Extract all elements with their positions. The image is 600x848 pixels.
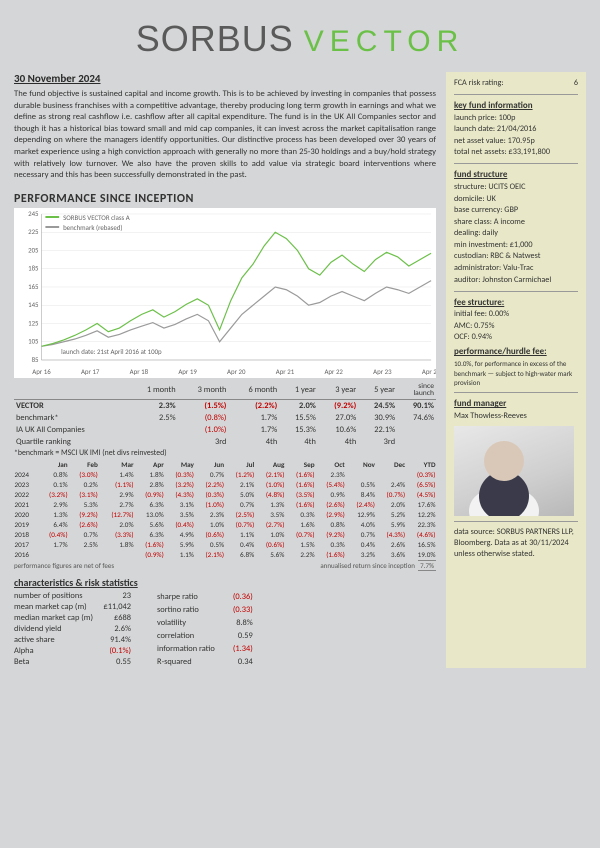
ann-value: 7.7% bbox=[418, 560, 436, 571]
svg-text:SORBUS VECTOR class A: SORBUS VECTOR class A bbox=[63, 213, 130, 222]
svg-text:Apr 23: Apr 23 bbox=[373, 367, 392, 376]
data-source: data source: SORBUS PARTNERS LLP, Bloomb… bbox=[454, 527, 578, 560]
performance-chart: 85 105 125 145 165 185 205 225 245 Apr 16 Apr 17 Ap… bbox=[14, 208, 436, 378]
svg-text:125: 125 bbox=[28, 318, 39, 327]
svg-text:benchmark (rebased): benchmark (rebased) bbox=[63, 223, 122, 232]
sidebar: FCA risk rating:6 key fund information l… bbox=[446, 72, 586, 668]
svg-text:105: 105 bbox=[28, 336, 39, 345]
svg-text:245: 245 bbox=[28, 209, 39, 218]
monthly-footnote: performance figures are net of fees annu… bbox=[14, 561, 436, 570]
hurdle-title: performance/hurdle fee: bbox=[454, 346, 578, 358]
svg-text:Apr 19: Apr 19 bbox=[178, 367, 197, 376]
fca-label: FCA risk rating: bbox=[454, 78, 504, 89]
objective-text: The fund objective is sustained capital … bbox=[14, 89, 436, 182]
svg-text:Apr 24: Apr 24 bbox=[422, 367, 436, 376]
svg-text:Apr 17: Apr 17 bbox=[81, 367, 100, 376]
svg-text:225: 225 bbox=[28, 227, 39, 236]
manager-photo bbox=[454, 426, 574, 516]
net-note: performance figures are net of fees bbox=[14, 561, 114, 570]
date-heading: 30 November 2024 bbox=[14, 72, 436, 85]
benchmark-note: *benchmark = MSCI UK IMI (net divs reinv… bbox=[14, 449, 436, 458]
svg-text:Apr 16: Apr 16 bbox=[32, 367, 51, 376]
mgr-name: Max Thowless-Reeves bbox=[454, 411, 578, 422]
monthly-table: JanFebMarAprMayJunJulAugSepOctNovDecYTD … bbox=[14, 460, 436, 560]
svg-text:85: 85 bbox=[32, 355, 39, 364]
svg-text:165: 165 bbox=[28, 282, 39, 291]
svg-text:Apr 22: Apr 22 bbox=[324, 367, 343, 376]
characteristics-title: characteristics & risk statistics bbox=[14, 576, 436, 589]
fee-title: fee structure: bbox=[454, 297, 578, 309]
svg-text:launch date: 21st April 2016 a: launch date: 21st April 2016 at 100p bbox=[61, 347, 162, 356]
svg-text:Apr 18: Apr 18 bbox=[130, 367, 149, 376]
chart-title: PERFORMANCE SINCE INCEPTION bbox=[14, 192, 436, 206]
brand-logo: SORBUS VECTOR bbox=[14, 18, 586, 60]
hurdle-text: 10.0%, for performance in excess of the … bbox=[454, 359, 578, 387]
logo-sorbus: SORBUS bbox=[136, 18, 294, 60]
kfi-title: key fund information bbox=[454, 100, 578, 112]
svg-text:Apr 21: Apr 21 bbox=[276, 367, 295, 376]
fca-value: 6 bbox=[574, 78, 578, 89]
svg-text:145: 145 bbox=[28, 300, 39, 309]
svg-text:205: 205 bbox=[28, 245, 39, 254]
mgr-title: fund manager bbox=[454, 398, 578, 410]
svg-text:Apr 20: Apr 20 bbox=[227, 367, 246, 376]
svg-text:185: 185 bbox=[28, 263, 39, 272]
performance-table: 1 month3 month6 month1 year3 year5 years… bbox=[14, 382, 436, 448]
struct-title: fund structure bbox=[454, 169, 578, 181]
characteristics-stats: number of positions23mean market cap (m)… bbox=[14, 591, 436, 668]
logo-vector: VECTOR bbox=[304, 25, 464, 59]
ann-label: annualised return since inception bbox=[320, 561, 415, 570]
